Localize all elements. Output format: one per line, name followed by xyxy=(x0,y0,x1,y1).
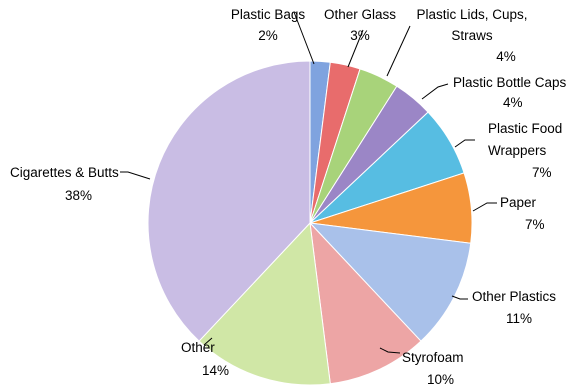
slice-value-label: 10% xyxy=(427,372,454,387)
slice-value-label: 7% xyxy=(525,217,545,232)
slice-value-label: 7% xyxy=(532,165,552,180)
slice-category-label: Straws xyxy=(451,28,493,43)
slice-category-label: Plastic Bottle Caps xyxy=(453,75,567,90)
slice-category-label: Plastic Food xyxy=(488,121,562,136)
slice-category-label: Styrofoam xyxy=(402,350,464,365)
slice-category-label: Plastic Bags xyxy=(231,7,306,22)
slice-category-label: Other Glass xyxy=(324,7,396,22)
slice-category-label: Cigarettes & Butts xyxy=(10,165,119,180)
slice-category-label: Wrappers xyxy=(488,143,547,158)
slice-value-label: 2% xyxy=(258,28,278,43)
slice-value-label: 14% xyxy=(202,363,229,378)
leader-line xyxy=(422,84,448,99)
pie-slices xyxy=(148,61,472,385)
leader-line xyxy=(387,26,410,76)
slice-category-label: Plastic Lids, Cups, xyxy=(416,7,527,22)
leader-line xyxy=(455,140,475,147)
slice-value-label: 4% xyxy=(496,49,516,64)
slice-value-label: 38% xyxy=(65,188,92,203)
slice-value-label: 11% xyxy=(506,311,532,326)
slice-category-label: Other Plastics xyxy=(472,289,556,304)
leader-line xyxy=(473,203,497,211)
slice-value-label: 4% xyxy=(503,95,523,110)
slice-category-label: Other xyxy=(181,340,215,355)
slice-category-label: Paper xyxy=(500,195,537,210)
leader-line xyxy=(120,172,150,179)
slice-value-label: 3% xyxy=(350,28,370,43)
